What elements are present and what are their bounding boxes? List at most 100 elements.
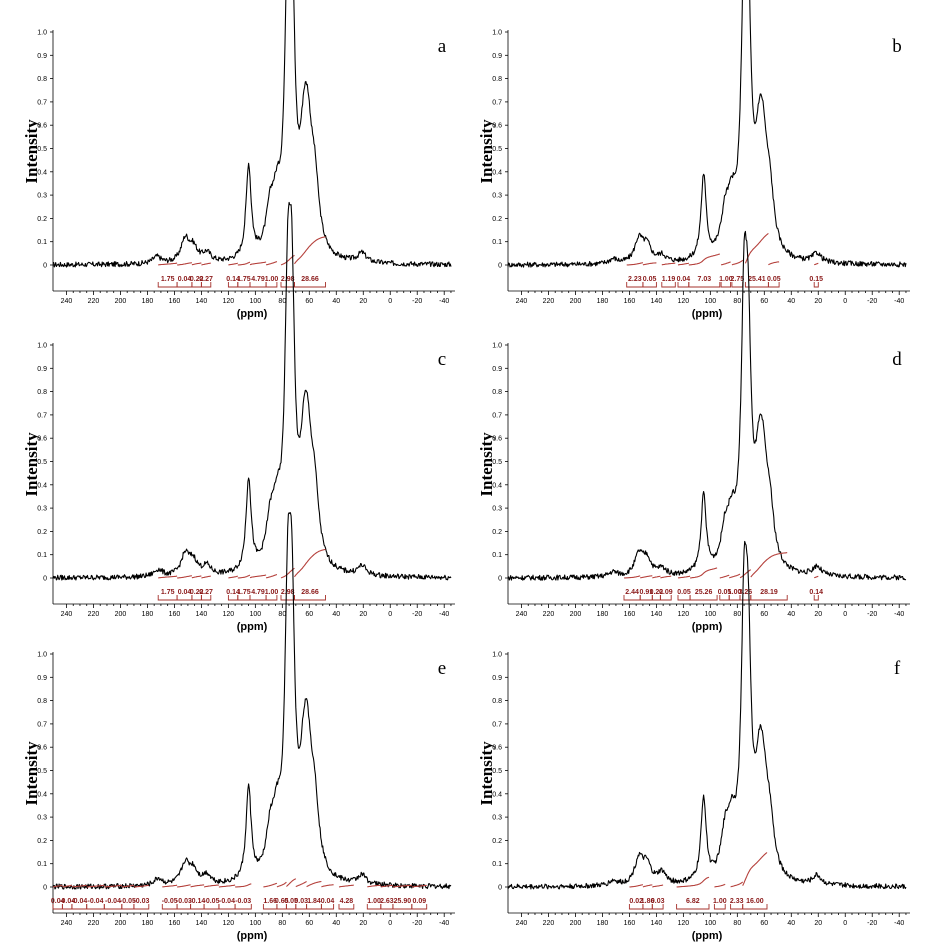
integral-label: -0.04	[219, 898, 235, 905]
integral-curve	[265, 573, 278, 579]
x-tick-label: 120	[223, 611, 235, 618]
x-tick-label: 20	[814, 611, 822, 618]
y-axis-title: Intensity	[477, 432, 496, 497]
panel-label: c	[438, 349, 446, 370]
x-axis-title: (ppm)	[692, 308, 723, 320]
integral-curve	[62, 884, 72, 888]
x-tick-label: 200	[570, 920, 582, 927]
x-tick-label: -40	[894, 298, 904, 305]
integral-curve	[677, 575, 691, 579]
y-tick-label: 0.1	[492, 861, 502, 868]
y-tick-label: 1.0	[37, 343, 47, 350]
integral-label: 0.22	[190, 589, 204, 596]
x-tick-label: -20	[867, 920, 877, 927]
integral-bracket	[133, 904, 150, 910]
x-tick-label: 140	[651, 298, 663, 305]
x-tick-label: 160	[169, 920, 181, 927]
y-tick-label: 0.7	[492, 721, 502, 728]
y-tick-label: 0.7	[37, 99, 47, 106]
integral-curve	[280, 567, 295, 579]
integral-label: 0.04	[51, 898, 65, 905]
spectrum-line	[507, 0, 907, 268]
integral-curve	[392, 884, 412, 888]
integral-bracket	[320, 904, 335, 910]
y-tick-label: 0.9	[37, 53, 47, 60]
x-tick-label: 20	[814, 298, 822, 305]
y-axis-title: Intensity	[477, 119, 496, 184]
y-tick-label: 0.4	[37, 482, 47, 489]
x-tick-label: 40	[787, 298, 795, 305]
integral-label: 28.66	[301, 589, 319, 596]
y-tick-label: 0.8	[37, 76, 47, 83]
y-tick-label: 0.9	[37, 366, 47, 373]
y-tick-label: 0.9	[492, 366, 502, 373]
chart-panel-b: 0 0.1 0.2 0.3 0.4 0.5 0.6 0.7 0.8 0.9 1.0 240 220 200…	[455, 0, 920, 320]
y-tick-label: 0.2	[492, 216, 502, 223]
y-tick-label: 0.6	[37, 123, 47, 130]
integral-label: 1.00	[265, 276, 279, 283]
integral-label: 0.15	[809, 276, 823, 283]
x-tick-label: 60	[760, 298, 768, 305]
y-tick-label: 0.5	[37, 146, 47, 153]
x-tick-label: -20	[867, 611, 877, 618]
x-tick-label: 100	[250, 611, 262, 618]
integral-curve	[768, 261, 780, 266]
y-tick-label: 0.1	[37, 861, 47, 868]
x-tick-label: 60	[760, 611, 768, 618]
integral-label: 2.23	[628, 276, 642, 283]
integral-label: -0.14	[189, 898, 205, 905]
integral-curve	[367, 884, 381, 888]
integral-bracket	[200, 595, 212, 601]
x-tick-label: 60	[305, 611, 313, 618]
integral-label: 4.79	[251, 589, 265, 596]
y-tick-label: 0.4	[37, 791, 47, 798]
y-tick-label: 0.6	[37, 436, 47, 443]
integral-label: 2.75	[730, 276, 744, 283]
integral-label: 0.14	[226, 589, 240, 596]
y-tick-label: 0.2	[37, 529, 47, 536]
integral-label: 0.09	[659, 589, 673, 596]
integral-label: 4.28	[340, 898, 354, 905]
integral-curve	[380, 884, 393, 888]
integral-label: 1.19	[662, 276, 676, 283]
x-tick-label: 40	[332, 920, 340, 927]
integral-bracket	[265, 595, 278, 601]
integral-label: -0.05	[162, 898, 178, 905]
x-tick-label: 180	[142, 920, 154, 927]
integral-curve	[661, 262, 676, 266]
x-tick-label: 200	[570, 611, 582, 618]
integral-label: 1.66	[263, 898, 277, 905]
x-tick-label: 220	[543, 611, 555, 618]
integral-curve	[237, 261, 251, 266]
spectrum-line	[52, 0, 452, 268]
integral-bracket	[651, 904, 664, 910]
integral-curve	[276, 881, 287, 888]
integral-curve	[249, 261, 267, 266]
x-tick-label: 0	[843, 611, 847, 618]
integral-label: 4.79	[251, 276, 265, 283]
integral-label: 0.22	[650, 589, 664, 596]
integral-label: 0.27	[199, 276, 213, 283]
integral-curve	[191, 575, 202, 579]
x-tick-label: 120	[678, 298, 690, 305]
integral-curve	[177, 884, 191, 888]
integral-label: 0.03	[651, 898, 665, 905]
integral-curve	[652, 884, 664, 888]
integral-label: -0.03	[133, 898, 149, 905]
x-tick-label: 240	[516, 298, 528, 305]
integral-curve	[652, 575, 661, 579]
integral-curve	[642, 262, 657, 266]
x-tick-label: 100	[705, 920, 717, 927]
integral-label: 0.04	[321, 898, 335, 905]
integral-curve	[730, 881, 744, 888]
integral-curve	[249, 574, 267, 579]
integral-curve	[719, 574, 730, 579]
integral-curve	[190, 884, 205, 888]
integral-curve	[265, 261, 278, 266]
y-tick-label: 0.8	[492, 76, 502, 83]
x-tick-label: 160	[169, 298, 181, 305]
y-tick-label: 0.1	[492, 552, 502, 559]
